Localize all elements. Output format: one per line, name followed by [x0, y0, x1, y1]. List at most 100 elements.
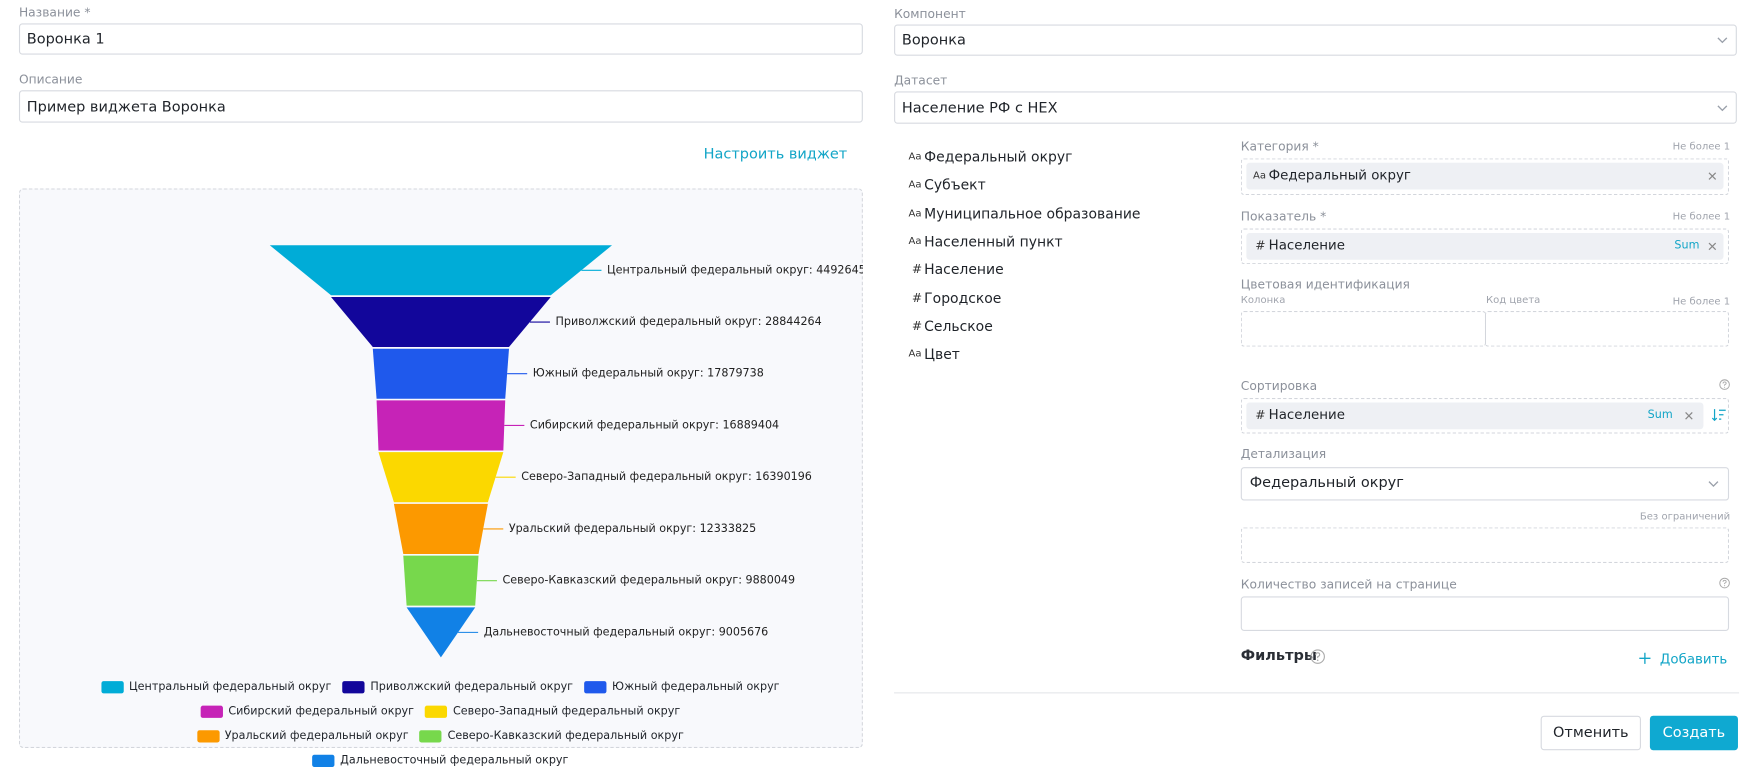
legend-item[interactable]: Приволжский федеральный округ	[342, 678, 573, 696]
drop-zone[interactable]	[1240, 311, 1487, 347]
drop-zone[interactable]	[1240, 397, 1730, 434]
aggregation[interactable]: Sum	[1674, 239, 1700, 252]
data-label: Приволжский федеральный округ: 28844264	[556, 315, 822, 328]
field-icon: Aa	[908, 236, 922, 248]
funnel-segment	[372, 348, 510, 399]
field-icon: Aa	[908, 179, 922, 191]
select-value: Население РФ с HEX	[901, 100, 1058, 118]
help-icon[interactable]	[1719, 379, 1730, 390]
limit-note: Без ограничений	[1639, 511, 1731, 523]
sort-direction[interactable]	[1711, 408, 1727, 422]
page-size-input[interactable]	[1240, 596, 1730, 631]
field-icon: Aa	[908, 349, 922, 361]
legend-label: Северо-Кавказский федеральный округ	[447, 729, 684, 742]
chip	[1246, 232, 1724, 260]
data-label: Северо-Западный федеральный округ: 16390…	[521, 470, 812, 483]
legend-swatch	[425, 705, 448, 718]
funnel-segment	[269, 245, 613, 296]
remove-icon[interactable]	[1684, 411, 1693, 420]
field-item[interactable]: Федеральный округ	[924, 148, 1073, 165]
data-label: Центральный федеральный округ: 44926457	[607, 263, 863, 276]
legend-item[interactable]: Сибирский федеральный округ	[200, 702, 414, 720]
field-label: Название *	[18, 5, 91, 21]
legend-item[interactable]: Северо-Кавказский федеральный округ	[419, 727, 684, 745]
funnel-segment	[331, 296, 551, 348]
remove-icon[interactable]	[1708, 172, 1717, 181]
chevron	[1708, 481, 1719, 487]
legend-item[interactable]: Южный федеральный округ	[584, 678, 780, 696]
configure-link[interactable]: Настроить виджет	[703, 146, 848, 163]
chip-icon: #	[1255, 408, 1266, 423]
legend-swatch	[101, 680, 124, 693]
funnel-chart: Центральный федеральный округ: 44926457 П…	[269, 245, 863, 658]
chevron	[1717, 105, 1728, 112]
chip-icon: #	[1255, 238, 1266, 254]
legend-label: Центральный федеральный округ	[129, 680, 332, 693]
drop-zone[interactable]	[1240, 158, 1730, 196]
chip	[1246, 402, 1704, 430]
legend-item[interactable]: Дальневосточный федеральный округ	[312, 751, 568, 769]
legend-label: Дальневосточный федеральный округ	[340, 754, 569, 767]
field-label: Цветовая идентификация	[1240, 277, 1410, 293]
funnel-segment	[406, 607, 476, 658]
sub-label: Колонка	[1240, 295, 1286, 307]
field-item[interactable]: Городское	[924, 289, 1002, 307]
drop-zone[interactable]	[1240, 228, 1730, 265]
cancel-button[interactable]: Отменить	[1540, 715, 1641, 751]
legend-swatch	[342, 680, 365, 693]
legend-item[interactable]: Северо-Западный федеральный округ	[425, 702, 680, 720]
data-label: Сибирский федеральный округ: 16889404	[530, 418, 779, 431]
legend-item[interactable]: Центральный федеральный округ	[101, 678, 331, 696]
legend-swatch	[200, 705, 223, 718]
limit-note: Не более 1	[1672, 296, 1731, 308]
select-value: Воронка	[901, 32, 966, 50]
add-icon[interactable]	[1639, 652, 1651, 664]
drop-zone[interactable]	[1484, 311, 1730, 347]
field-item[interactable]: Субъект	[924, 176, 986, 194]
data-label: Южный федеральный округ: 17879738	[533, 367, 764, 380]
field-item[interactable]: Население	[924, 261, 1004, 278]
funnel-segment	[378, 452, 504, 503]
name-input[interactable]	[18, 23, 863, 55]
legend-label: Сибирский федеральный округ	[228, 705, 414, 718]
field-icon: #	[911, 318, 923, 334]
field-item[interactable]: Сельское	[924, 317, 993, 335]
detail-select[interactable]	[1240, 467, 1730, 501]
field-label: Компонент	[894, 6, 966, 22]
funnel-segment	[393, 503, 488, 554]
component-select[interactable]	[894, 24, 1737, 56]
funnel-segment	[403, 555, 479, 606]
remove-icon[interactable]	[1708, 242, 1717, 251]
legend-label: Южный федеральный округ	[612, 680, 780, 693]
help-icon[interactable]	[1310, 649, 1326, 665]
field-icon: #	[911, 262, 923, 277]
field-item[interactable]: Населенный пункт	[924, 232, 1063, 250]
chevron	[1717, 37, 1728, 44]
field-item[interactable]: Цвет	[924, 345, 960, 363]
legend-swatch	[196, 729, 220, 742]
sub-label: Код цвета	[1486, 295, 1541, 307]
create-button[interactable]: Создать	[1649, 715, 1738, 751]
field-label: Детализация	[1240, 447, 1327, 462]
chip-name: Федеральный округ	[1268, 167, 1411, 183]
chip-icon: Aa	[1253, 170, 1267, 182]
input-value: Воронка 1	[26, 31, 105, 48]
drop-zone[interactable]	[1240, 527, 1730, 563]
data-label: Уральский федеральный округ: 12333825	[509, 522, 756, 535]
help-icon[interactable]	[1719, 577, 1730, 589]
field-label: Сортировка	[1240, 379, 1318, 394]
add-filter[interactable]: Добавить	[1659, 651, 1728, 667]
funnel-segment	[376, 400, 506, 451]
legend-swatch	[419, 729, 443, 742]
limit-note: Не более 1	[1672, 141, 1731, 153]
field-label: Датасет	[894, 73, 948, 89]
aggregation[interactable]: Sum	[1647, 409, 1673, 422]
field-label: Описание	[18, 72, 83, 87]
description-input[interactable]	[18, 90, 863, 123]
input-value: Пример виджета Воронка	[26, 99, 226, 116]
dataset-select[interactable]	[894, 91, 1737, 124]
field-item[interactable]: Муниципальное образование	[924, 204, 1141, 222]
legend-item[interactable]: Уральский федеральный округ	[196, 727, 409, 745]
